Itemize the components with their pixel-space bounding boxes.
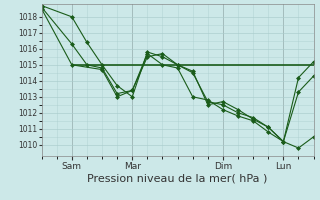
- X-axis label: Pression niveau de la mer( hPa ): Pression niveau de la mer( hPa ): [87, 173, 268, 183]
